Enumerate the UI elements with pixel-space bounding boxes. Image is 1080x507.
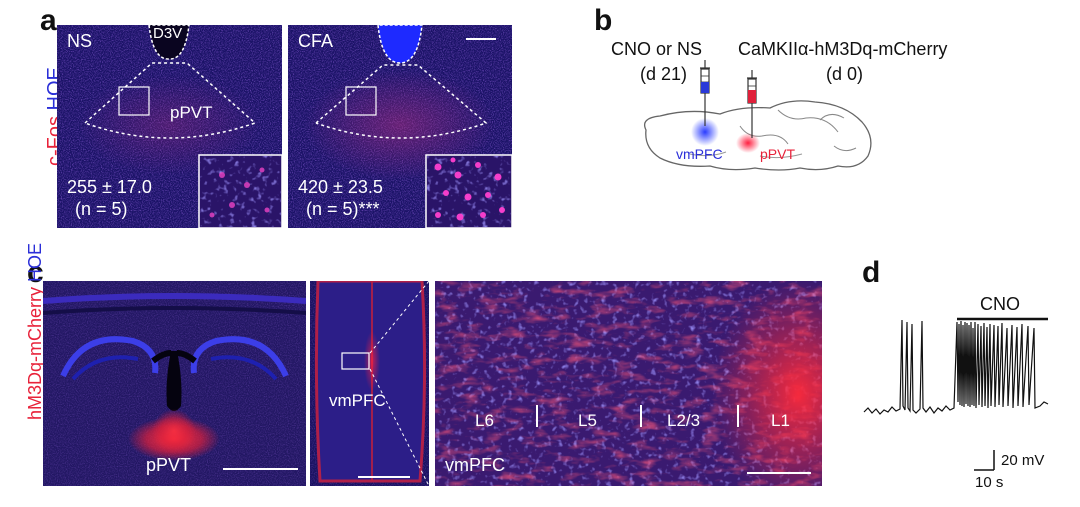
panel-d-letter: d bbox=[862, 256, 881, 289]
panel-d-trace bbox=[863, 317, 1049, 471]
panel-c-vmpfc-label-1: vmPFC bbox=[329, 391, 386, 410]
panel-d-scale-time: 10 s bbox=[975, 474, 1004, 491]
panel-d-scale-voltage: 20 mV bbox=[1001, 452, 1045, 469]
panel-c-layer-l6: L6 bbox=[475, 411, 494, 430]
panel-c-image-vmpfc-high: L6 L5 L2/3 L1 vmPFC bbox=[435, 281, 822, 486]
panel-a-ns-label: NS bbox=[67, 31, 93, 51]
panel-c-ylabel-hoe: HOE bbox=[25, 242, 45, 282]
panel-b-brain-schematic bbox=[643, 60, 872, 171]
panel-c-ppvt-label: pPVT bbox=[146, 455, 192, 475]
panel-a-image-cfa: CFA 420 ± 23.5 (n = 5)*** bbox=[288, 25, 512, 228]
panel-a-cfa-label: CFA bbox=[298, 31, 334, 51]
panel-b-inj2-line1: CaMKIIα-hM3Dq-mCherry bbox=[738, 39, 948, 59]
panel-a-cfa-count: 420 ± 23.5 bbox=[298, 177, 383, 197]
panel-b-inj1-line2: (d 21) bbox=[640, 64, 688, 84]
panel-c-vmpfc-label-2: vmPFC bbox=[445, 455, 505, 475]
panel-c-layer-l5: L5 bbox=[578, 411, 597, 430]
panel-a-letter: a bbox=[40, 4, 57, 37]
panel-a-ppvt-label: pPVT bbox=[170, 103, 213, 122]
panel-d-cno-label: CNO bbox=[980, 294, 1020, 314]
panel-b-site-vmpfc: vmPFC bbox=[676, 146, 723, 162]
panel-b-inj1-line1: CNO or NS bbox=[611, 39, 703, 59]
panel-c-image-vmpfc-low: vmPFC bbox=[310, 281, 429, 486]
panel-b-inj2-line2: (d 0) bbox=[826, 64, 864, 84]
panel-c-layer-l23: L2/3 bbox=[667, 411, 701, 430]
panel-c-ylabel-mcherry: hM3Dq-mCherry bbox=[25, 286, 45, 420]
panel-c-image-ppvt: pPVT bbox=[43, 281, 306, 486]
panel-b-letter: b bbox=[594, 4, 613, 37]
panel-a-cfa-n: (n = 5)*** bbox=[306, 199, 380, 219]
panel-a-ns-n: (n = 5) bbox=[75, 199, 128, 219]
panel-c-letter: c bbox=[27, 256, 44, 289]
panel-c-layer-l1: L1 bbox=[771, 411, 790, 430]
panel-a-ns-count: 255 ± 17.0 bbox=[67, 177, 152, 197]
panel-b-site-ppvt: pPVT bbox=[760, 146, 796, 162]
panel-a-image-ns: NS D3V pPVT 255 ± 17.0 (n = 5) bbox=[57, 25, 282, 228]
panel-a-d3v-label: D3V bbox=[153, 25, 183, 42]
